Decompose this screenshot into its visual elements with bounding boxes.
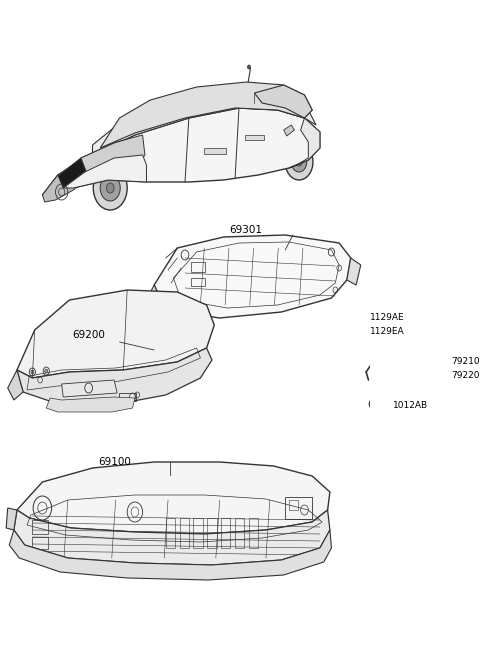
Bar: [120, 393, 136, 401]
Polygon shape: [81, 135, 145, 178]
Polygon shape: [56, 138, 135, 188]
Circle shape: [31, 370, 34, 374]
Bar: [235, 518, 244, 548]
Polygon shape: [254, 85, 312, 118]
Text: 69301: 69301: [229, 225, 262, 235]
Bar: [166, 518, 175, 548]
Polygon shape: [17, 290, 214, 378]
Bar: [245, 135, 264, 140]
Polygon shape: [63, 155, 146, 188]
Polygon shape: [289, 118, 320, 168]
Polygon shape: [17, 348, 212, 405]
Text: 1129EA: 1129EA: [370, 328, 405, 337]
Circle shape: [285, 144, 313, 180]
Circle shape: [107, 183, 114, 193]
Text: 69200: 69200: [72, 330, 105, 340]
Text: 69100: 69100: [99, 457, 132, 467]
Text: 79210: 79210: [451, 358, 480, 367]
Polygon shape: [154, 235, 351, 318]
Circle shape: [247, 65, 251, 69]
Polygon shape: [42, 108, 320, 200]
Polygon shape: [378, 330, 412, 362]
Polygon shape: [347, 258, 361, 285]
Polygon shape: [146, 285, 166, 318]
Polygon shape: [17, 462, 330, 534]
Polygon shape: [46, 397, 135, 412]
Polygon shape: [61, 380, 117, 397]
Polygon shape: [14, 510, 330, 565]
Bar: [193, 518, 203, 548]
Bar: [180, 518, 189, 548]
Bar: [32, 537, 48, 549]
Polygon shape: [386, 295, 392, 305]
Circle shape: [369, 399, 377, 409]
Bar: [249, 518, 258, 548]
Bar: [207, 518, 216, 548]
Polygon shape: [42, 172, 89, 202]
Circle shape: [296, 158, 302, 166]
Circle shape: [93, 166, 127, 210]
Polygon shape: [93, 93, 316, 155]
Text: 1129AE: 1129AE: [370, 314, 405, 322]
Circle shape: [45, 369, 48, 373]
Bar: [289, 500, 298, 510]
Text: 1012AB: 1012AB: [393, 400, 428, 409]
Bar: [221, 518, 230, 548]
Bar: [191, 278, 205, 286]
Circle shape: [291, 152, 307, 172]
Bar: [191, 262, 205, 272]
Text: 79220: 79220: [451, 371, 480, 381]
Bar: [285, 497, 312, 519]
Polygon shape: [9, 530, 332, 580]
Polygon shape: [100, 82, 312, 148]
Bar: [204, 148, 226, 154]
Polygon shape: [284, 125, 294, 136]
Polygon shape: [8, 370, 23, 400]
Circle shape: [100, 175, 120, 201]
Bar: [32, 520, 48, 534]
Polygon shape: [6, 508, 17, 530]
